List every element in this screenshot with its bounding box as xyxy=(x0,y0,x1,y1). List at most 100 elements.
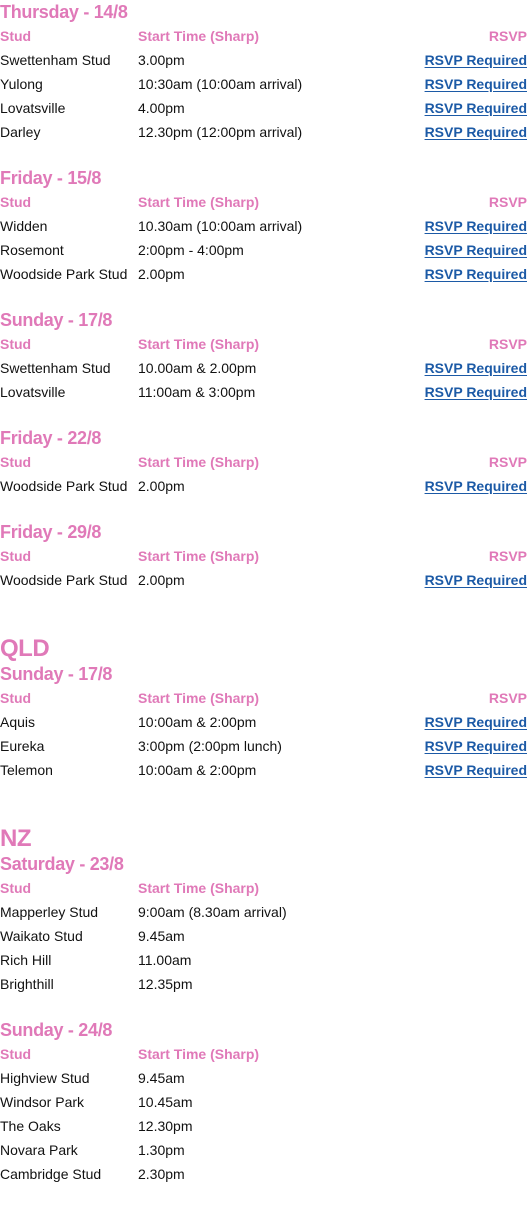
start-time: 2.00pm xyxy=(138,478,185,494)
table-row: Windsor Park 10.45am xyxy=(0,1090,527,1114)
table-row: Telemon 10:00am & 2:00pm RSVP Required xyxy=(0,758,527,782)
table-row: Eureka 3:00pm (2:00pm lunch) RSVP Required xyxy=(0,734,527,758)
day-spacer xyxy=(0,996,527,1018)
rsvp-required-link[interactable]: RSVP Required xyxy=(424,52,527,68)
day-block: Sunday - 17/8 Stud Start Time (Sharp) RSVP A… xyxy=(0,662,527,782)
rsvp-cell: RSVP Required xyxy=(425,710,527,734)
table-row: The Oaks 12.30pm xyxy=(0,1114,527,1138)
table-header-row: Stud Start Time (Sharp) RSVP xyxy=(0,24,527,48)
stud-name: Woodside Park Stud xyxy=(0,572,128,588)
column-header-rsvp: RSVP xyxy=(488,690,527,706)
start-time: 10.30am (10:00am arrival) xyxy=(138,218,303,234)
start-time: 12.35pm xyxy=(138,976,193,992)
start-time: 3:00pm (2:00pm lunch) xyxy=(138,738,282,754)
rsvp-required-link[interactable]: RSVP Required xyxy=(424,76,527,92)
rsvp-required-link[interactable]: RSVP Required xyxy=(424,242,527,258)
region-title: NZ xyxy=(0,825,32,852)
rsvp-required-link[interactable]: RSVP Required xyxy=(424,100,527,116)
column-header-rsvp: RSVP xyxy=(488,194,527,210)
start-time: 10.00am & 2.00pm xyxy=(138,360,257,376)
column-header-rsvp: RSVP xyxy=(488,336,527,352)
table-row: Highview Stud 9.45am xyxy=(0,1066,527,1090)
table-row: Yulong 10:30am (10:00am arrival) RSVP Requ… xyxy=(0,72,527,96)
table-row: Darley 12.30pm (12:00pm arrival) RSVP Requ… xyxy=(0,120,527,144)
region-section: NZ Saturday - 23/8 Stud Start Time (Sharp) M… xyxy=(0,782,527,1186)
day-block: Thursday - 14/8 Stud Start Time (Sharp) RSV… xyxy=(0,0,527,144)
start-time: 10:00am & 2:00pm xyxy=(138,714,257,730)
stud-name: Mapperley Stud xyxy=(0,904,99,920)
table-row: Lovatsville 4.00pm RSVP Required xyxy=(0,96,527,120)
stud-name: Darley xyxy=(0,124,41,140)
day-spacer xyxy=(0,144,527,166)
day-heading: Sunday - 24/8 xyxy=(0,1020,113,1040)
column-header-rsvp: RSVP xyxy=(488,28,527,44)
stud-name: Rich Hill xyxy=(0,952,52,968)
region-section: QLD Sunday - 17/8 Stud Start Time (Sharp) RS… xyxy=(0,592,527,782)
stud-name: Novara Park xyxy=(0,1142,78,1158)
stud-name: Rosemont xyxy=(0,242,64,258)
rsvp-required-link[interactable]: RSVP Required xyxy=(424,384,527,400)
start-time: 2.00pm xyxy=(138,572,185,588)
column-header-start-time: Start Time (Sharp) xyxy=(138,1046,260,1062)
rsvp-cell: RSVP Required xyxy=(425,380,527,404)
column-header-start-time: Start Time (Sharp) xyxy=(138,28,260,44)
column-header-stud: Stud xyxy=(0,1046,32,1062)
rsvp-required-link[interactable]: RSVP Required xyxy=(424,266,527,282)
rsvp-required-link[interactable]: RSVP Required xyxy=(424,360,527,376)
table-header-row: Stud Start Time (Sharp) xyxy=(0,876,527,900)
table-row: Rich Hill 11.00am xyxy=(0,948,527,972)
column-header-stud: Stud xyxy=(0,880,32,896)
day-heading: Saturday - 23/8 xyxy=(0,854,124,874)
stud-name: Telemon xyxy=(0,762,53,778)
region-title: QLD xyxy=(0,635,50,662)
day-block: Friday - 22/8 Stud Start Time (Sharp) RSVP W… xyxy=(0,426,527,498)
rsvp-required-link[interactable]: RSVP Required xyxy=(424,714,527,730)
table-row: Swettenham Stud 3.00pm RSVP Required xyxy=(0,48,527,72)
day-heading: Thursday - 14/8 xyxy=(0,2,128,22)
rsvp-cell: RSVP Required xyxy=(425,120,527,144)
stud-name: The Oaks xyxy=(0,1118,61,1134)
rsvp-cell: RSVP Required xyxy=(425,734,527,758)
stud-name: Lovatsville xyxy=(0,384,66,400)
column-header-stud: Stud xyxy=(0,454,32,470)
rsvp-cell: RSVP Required xyxy=(425,356,527,380)
day-block: Saturday - 23/8 Stud Start Time (Sharp) Map… xyxy=(0,852,527,996)
table-row: Swettenham Stud 10.00am & 2.00pm RSVP Requ… xyxy=(0,356,527,380)
table-row: Novara Park 1.30pm xyxy=(0,1138,527,1162)
rsvp-cell: RSVP Required xyxy=(425,48,527,72)
table-row: Widden 10.30am (10:00am arrival) RSVP Requ… xyxy=(0,214,527,238)
rsvp-required-link[interactable]: RSVP Required xyxy=(424,762,527,778)
stud-name: Yulong xyxy=(0,76,43,92)
table-header-row: Stud Start Time (Sharp) RSVP xyxy=(0,544,527,568)
table-header-row: Stud Start Time (Sharp) RSVP xyxy=(0,686,527,710)
table-row: Woodside Park Stud 2.00pm RSVP Required xyxy=(0,568,527,592)
column-header-rsvp: RSVP xyxy=(488,548,527,564)
stud-name: Widden xyxy=(0,218,48,234)
day-heading: Friday - 22/8 xyxy=(0,428,102,448)
start-time: 9.45am xyxy=(138,1070,185,1086)
rsvp-required-link[interactable]: RSVP Required xyxy=(424,478,527,494)
rsvp-required-link[interactable]: RSVP Required xyxy=(424,124,527,140)
table-header-row: Stud Start Time (Sharp) RSVP xyxy=(0,450,527,474)
stud-name: Aquis xyxy=(0,714,36,730)
start-time: 2.30pm xyxy=(138,1166,185,1182)
rsvp-cell: RSVP Required xyxy=(425,474,527,498)
column-header-start-time: Start Time (Sharp) xyxy=(138,336,260,352)
rsvp-required-link[interactable]: RSVP Required xyxy=(424,572,527,588)
start-time: 9:00am (8.30am arrival) xyxy=(138,904,287,920)
start-time: 10:30am (10:00am arrival) xyxy=(138,76,303,92)
rsvp-cell: RSVP Required xyxy=(425,758,527,782)
start-time: 10.45am xyxy=(138,1094,193,1110)
table-header-row: Stud Start Time (Sharp) RSVP xyxy=(0,332,527,356)
table-row: Brighthill 12.35pm xyxy=(0,972,527,996)
rsvp-required-link[interactable]: RSVP Required xyxy=(424,738,527,754)
rsvp-cell: RSVP Required xyxy=(425,262,527,286)
rsvp-cell: RSVP Required xyxy=(425,96,527,120)
start-time: 2.00pm xyxy=(138,266,185,282)
region-spacer xyxy=(0,592,527,636)
stud-name: Brighthill xyxy=(0,976,54,992)
start-time: 10:00am & 2:00pm xyxy=(138,762,257,778)
rsvp-required-link[interactable]: RSVP Required xyxy=(424,218,527,234)
start-time: 12.30pm (12:00pm arrival) xyxy=(138,124,303,140)
stud-name: Highview Stud xyxy=(0,1070,90,1086)
